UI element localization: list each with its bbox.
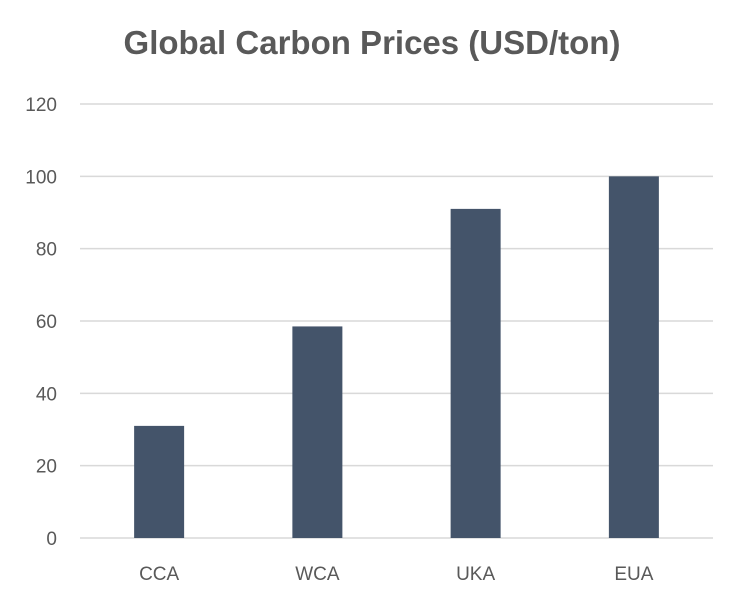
bar-eua [608,176,659,539]
bar-wca [292,326,343,538]
y-tick-label: 60 [36,312,57,333]
y-axis-tick-labels: 0 20 40 60 80 100 120 [25,95,57,550]
bar-cca [134,425,185,538]
gridlines [80,103,713,539]
x-tick-label: EUA [614,564,653,585]
chart-title: Global Carbon Prices (USD/ton) [123,24,621,61]
x-tick-label: CCA [139,564,179,585]
x-axis-tick-labels: CCA WCA UKA EUA [139,564,654,585]
y-tick-label: 120 [25,95,57,116]
y-tick-label: 100 [25,167,57,188]
bars [134,176,659,539]
x-tick-label: WCA [295,564,340,585]
y-tick-label: 20 [36,457,57,478]
x-tick-label: UKA [456,564,495,585]
y-tick-label: 40 [36,384,57,405]
y-tick-label: 80 [36,240,57,261]
y-tick-label: 0 [46,529,57,550]
bar-uka [450,208,501,538]
